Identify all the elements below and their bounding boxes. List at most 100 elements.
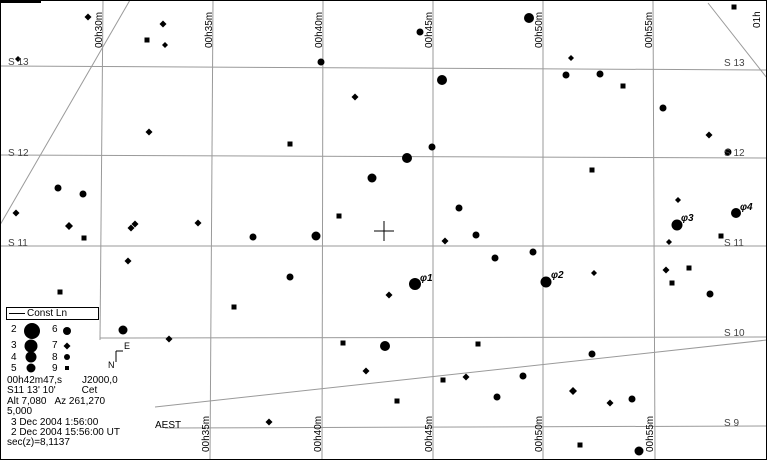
star[interactable]: [706, 290, 714, 298]
star[interactable]: [286, 273, 294, 281]
magnitude-label: 4: [11, 352, 17, 363]
star[interactable]: [462, 373, 470, 381]
magnitude-9-symbol: [65, 366, 69, 370]
ra-label: 00h45m: [424, 11, 435, 48]
star[interactable]: [628, 395, 636, 403]
star[interactable]: [317, 58, 325, 66]
magnitude-4-symbol: [25, 351, 37, 363]
constellation-line: [707, 2, 767, 79]
star[interactable]: [84, 13, 92, 21]
star[interactable]: [336, 213, 342, 219]
star[interactable]: [606, 399, 614, 407]
star[interactable]: [669, 280, 675, 286]
star[interactable]: [15, 56, 21, 62]
star[interactable]: [441, 237, 449, 245]
star[interactable]: [491, 254, 499, 262]
star[interactable]: [588, 350, 596, 358]
star[interactable]: [524, 13, 534, 23]
star[interactable]: [475, 341, 481, 347]
star[interactable]: [12, 209, 20, 217]
ra-label: 01h: [752, 11, 763, 28]
star[interactable]: [416, 28, 424, 36]
star[interactable]: [380, 341, 390, 351]
star[interactable]: [265, 418, 273, 426]
star[interactable]: [666, 239, 672, 245]
star[interactable]: [145, 128, 153, 136]
star[interactable]: [705, 131, 713, 139]
info-row: 00h42m47,s J2000,0: [7, 375, 120, 386]
ra-label-bottom: 00h40m: [313, 415, 324, 452]
ra-line: [99, 0, 104, 341]
star[interactable]: [194, 219, 202, 227]
star[interactable]: [428, 143, 436, 151]
star[interactable]: [634, 446, 644, 456]
star[interactable]: [144, 37, 150, 43]
star[interactable]: [437, 75, 447, 85]
star[interactable]: [472, 231, 480, 239]
star[interactable]: [620, 83, 626, 89]
star[interactable]: [440, 377, 446, 383]
star[interactable]: [568, 55, 574, 61]
star[interactable]: [455, 204, 463, 212]
star[interactable]: [81, 235, 87, 241]
star[interactable]: [159, 20, 167, 28]
star[interactable]: [402, 153, 412, 163]
star[interactable]: [562, 71, 570, 79]
star[interactable]: [591, 270, 597, 276]
star[interactable]: [662, 266, 670, 274]
star[interactable]: [351, 93, 359, 101]
star[interactable]: [162, 42, 168, 48]
star[interactable]: [287, 141, 293, 147]
star[interactable]: [118, 325, 128, 335]
timezone-label: AEST: [155, 420, 182, 431]
magnitude-label: 7: [52, 340, 58, 351]
info-az: Az 261,270: [54, 395, 106, 407]
star[interactable]: [124, 257, 132, 265]
star[interactable]: [65, 222, 73, 230]
info-fov: 5,000: [7, 406, 33, 418]
star-phi2[interactable]: [540, 276, 552, 288]
star[interactable]: [311, 231, 321, 241]
star[interactable]: [519, 372, 527, 380]
star-phi4[interactable]: [731, 208, 741, 218]
constellation-line-toggle[interactable]: Const Ln: [6, 307, 99, 320]
star[interactable]: [79, 190, 87, 198]
star[interactable]: [577, 442, 583, 448]
star[interactable]: [493, 393, 501, 401]
star[interactable]: [675, 197, 681, 203]
star-label-phi3: φ3: [681, 213, 694, 224]
star[interactable]: [54, 184, 62, 192]
star[interactable]: [362, 367, 370, 375]
star[interactable]: [385, 291, 393, 299]
star[interactable]: [724, 148, 732, 156]
star[interactable]: [686, 265, 692, 271]
star[interactable]: [127, 224, 135, 232]
star[interactable]: [659, 104, 667, 112]
star[interactable]: [57, 289, 63, 295]
ra-line: [652, 0, 656, 460]
info-dec: S11 13' 10': [7, 385, 56, 397]
star-phi1[interactable]: [409, 278, 421, 290]
star[interactable]: [231, 304, 237, 310]
star[interactable]: [165, 335, 173, 343]
info-ut-time: 2 Dec 2004 15:56:00 UT: [11, 427, 120, 439]
star[interactable]: [731, 4, 737, 10]
star-phi3[interactable]: [671, 219, 683, 231]
stars: [12, 4, 741, 456]
star[interactable]: [131, 220, 139, 228]
constellation-lines: [0, 0, 767, 408]
star[interactable]: [589, 167, 595, 173]
info-panel: 00h42m47,s J2000,0 S11 13' 10' Cet Alt 7,0…: [7, 375, 120, 449]
star[interactable]: [529, 248, 537, 256]
magnitude-7-symbol: [63, 342, 71, 350]
star[interactable]: [394, 398, 400, 404]
star[interactable]: [340, 340, 346, 346]
const-line-label: Const Ln: [27, 308, 68, 319]
star[interactable]: [249, 233, 257, 241]
star[interactable]: [569, 387, 577, 395]
star[interactable]: [367, 173, 377, 183]
star[interactable]: [596, 70, 604, 78]
star[interactable]: [718, 233, 724, 239]
